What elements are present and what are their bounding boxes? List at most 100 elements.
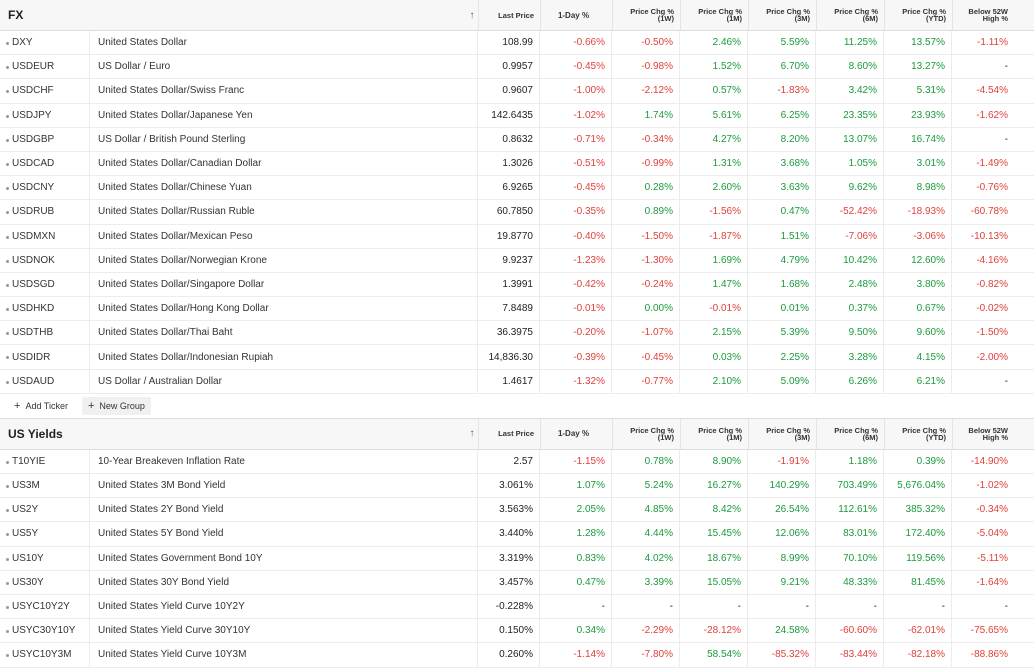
change-ytd-cell: 5.31% [884, 79, 952, 103]
last-price-cell: 60.7850 [478, 200, 540, 224]
table-row[interactable]: USDNOK United States Dollar/Norwegian Kr… [0, 248, 1034, 273]
symbol-cell[interactable]: DXY [0, 31, 90, 55]
symbol-cell[interactable]: US5Y [0, 522, 90, 546]
symbol-cell[interactable]: USDEUR [0, 55, 90, 79]
table-row[interactable]: USYC10Y3M United States Yield Curve 10Y3… [0, 643, 1034, 668]
change-below-52w-cell: -88.86% [970, 649, 1008, 661]
symbol-cell[interactable]: US10Y [0, 546, 90, 570]
section-title[interactable]: FX ↑ [0, 0, 478, 30]
column-header-chg-6m[interactable]: Price Chg % (6M) [816, 0, 884, 30]
change-3m-cell: -85.32% [748, 643, 816, 667]
column-header-one-day[interactable]: 1-Day % [540, 0, 612, 30]
symbol-cell[interactable]: US30Y [0, 570, 90, 594]
table-row[interactable]: US10Y United States Government Bond 10Y … [0, 546, 1034, 571]
bullet-icon [6, 283, 9, 287]
symbol-cell[interactable]: USYC10Y2Y [0, 594, 90, 619]
sort-arrow-icon[interactable]: ↑ [469, 428, 475, 440]
change-1day-cell: -1.23% [540, 248, 612, 272]
bullet-icon [6, 42, 9, 45]
symbol-cell[interactable]: USDCNY [0, 176, 90, 200]
table-row[interactable]: USDMXN United States Dollar/Mexican Peso… [0, 224, 1034, 249]
name-cell: 10-Year Breakeven Inflation Rate [90, 449, 478, 473]
column-header-chg-ytd[interactable]: Price Chg % (YTD) [884, 0, 952, 30]
change-1m-cell: 16.27% [680, 474, 748, 498]
table-row[interactable]: USDCHF United States Dollar/Swiss Franc … [0, 79, 1034, 104]
change-1day-cell: - [540, 594, 612, 619]
table-row[interactable]: US2Y United States 2Y Bond Yield 3.563% 2… [0, 498, 1034, 523]
change-1day-cell: -0.51% [540, 151, 612, 176]
symbol-cell[interactable]: US3M [0, 474, 90, 498]
symbol-cell[interactable]: USDAUD [0, 369, 90, 393]
table-row[interactable]: USDHKD United States Dollar/Hong Kong Do… [0, 297, 1034, 322]
symbol-cell[interactable]: USDCAD [0, 151, 90, 176]
column-header-chg-1w[interactable]: Price Chg % (1W) [612, 0, 680, 30]
symbol-cell[interactable]: USYC10Y3M [0, 643, 90, 667]
new-group-button[interactable]: + New Group [81, 396, 151, 415]
column-header-chg-ytd[interactable]: Price Chg % (YTD) [884, 418, 952, 449]
table-row[interactable]: USYC30Y10Y United States Yield Curve 30Y… [0, 619, 1034, 644]
table-row[interactable]: USDAUD US Dollar / Australian Dollar 1.4… [0, 369, 1034, 394]
table-row[interactable]: USDRUB United States Dollar/Russian Rubl… [0, 200, 1034, 225]
column-header-chg-1m[interactable]: Price Chg % (1M) [680, 0, 748, 30]
change-1w-cell: 4.85% [612, 498, 680, 522]
column-header-one-day[interactable]: 1-Day % [540, 418, 612, 449]
symbol-cell[interactable]: USDCHF [0, 79, 90, 103]
column-header-chg-1m[interactable]: Price Chg % (1M) [680, 418, 748, 449]
column-header-chg-3m[interactable]: Price Chg % (3M) [748, 0, 816, 30]
column-header-chg-3m[interactable]: Price Chg % (3M) [748, 418, 816, 449]
table-row[interactable]: USDCAD United States Dollar/Canadian Dol… [0, 151, 1034, 177]
column-header-chg-6m[interactable]: Price Chg % (6M) [816, 418, 884, 449]
change-1m-cell: 1.47% [680, 272, 748, 297]
name-cell: United States 30Y Bond Yield [90, 570, 478, 594]
section-title[interactable]: US Yields ↑ [0, 419, 478, 449]
bullet-icon [6, 509, 9, 513]
symbol-cell[interactable]: USDMXN [0, 224, 90, 248]
table-row[interactable]: USDJPY United States Dollar/Japanese Yen… [0, 103, 1034, 128]
change-below-52w-cell: -0.76% [976, 182, 1008, 194]
change-1day-cell: 2.05% [540, 498, 612, 522]
column-header-below-52w[interactable]: Below 52W High % [952, 418, 1014, 449]
table-row[interactable]: USYC10Y2Y United States Yield Curve 10Y2… [0, 594, 1034, 620]
symbol-cell[interactable]: USDTHB [0, 321, 90, 345]
section-header: US Yields ↑ Last Price 1-Day % Price Chg %… [0, 418, 1034, 450]
symbol-cell[interactable]: US2Y [0, 498, 90, 522]
table-row[interactable]: T10YIE 10-Year Breakeven Inflation Rate … [0, 449, 1034, 474]
table-row[interactable]: USDEUR US Dollar / Euro 0.9957 -0.45% -0.9… [0, 55, 1034, 80]
table-row[interactable]: USDCNY United States Dollar/Chinese Yuan… [0, 176, 1034, 201]
symbol-cell[interactable]: USYC30Y10Y [0, 619, 90, 643]
change-6m-cell: - [816, 594, 884, 619]
column-header-chg-1w[interactable]: Price Chg % (1W) [612, 418, 680, 449]
bullet-icon [6, 211, 9, 215]
change-6m-cell: 703.49% [816, 474, 884, 498]
symbol-cell[interactable]: T10YIE [0, 449, 90, 473]
name-cell: United States Yield Curve 10Y2Y [90, 594, 478, 619]
table-row[interactable]: DXY United States Dollar 108.99 -0.66% -0.… [0, 31, 1034, 56]
table-row[interactable]: USDIDR United States Dollar/Indonesian R… [0, 345, 1034, 370]
symbol-cell[interactable]: USDHKD [0, 297, 90, 321]
symbol-cell[interactable]: USDSGD [0, 272, 90, 297]
symbol-cell[interactable]: USDJPY [0, 103, 90, 127]
table-row[interactable]: USDSGD United States Dollar/Singapore Do… [0, 272, 1034, 298]
change-1w-cell: 0.89% [612, 200, 680, 224]
change-6m-cell: 8.60% [816, 55, 884, 79]
table-row[interactable]: USDGBP US Dollar / British Pound Sterlin… [0, 127, 1034, 152]
symbol-cell[interactable]: USDGBP [0, 127, 90, 151]
table-row[interactable]: US30Y United States 30Y Bond Yield 3.457… [0, 570, 1034, 595]
column-header-last-price[interactable]: Last Price [478, 418, 540, 449]
symbol-cell[interactable]: USDIDR [0, 345, 90, 369]
sort-arrow-icon[interactable]: ↑ [469, 9, 475, 21]
symbol-cell[interactable]: USDRUB [0, 200, 90, 224]
symbol-cell[interactable]: USDNOK [0, 248, 90, 272]
table-row[interactable]: US5Y United States 5Y Bond Yield 3.440% 1… [0, 522, 1034, 547]
column-header-below-52w[interactable]: Below 52W High % [952, 0, 1014, 30]
add-ticker-button[interactable]: + Add Ticker [8, 396, 74, 415]
change-below-52w-cell: -5.11% [977, 552, 1008, 564]
table-row[interactable]: US3M United States 3M Bond Yield 3.061% 1… [0, 474, 1034, 499]
change-1w-cell: 1.74% [612, 103, 680, 127]
change-6m-cell: 1.05% [816, 151, 884, 176]
table-row[interactable]: USDTHB United States Dollar/Thai Baht 36… [0, 321, 1034, 346]
change-ytd-cell: 23.93% [884, 103, 952, 127]
change-ytd-cell: -82.18% [884, 643, 952, 667]
column-header-last-price[interactable]: Last Price [478, 0, 540, 30]
change-3m-cell: -1.83% [748, 79, 816, 103]
